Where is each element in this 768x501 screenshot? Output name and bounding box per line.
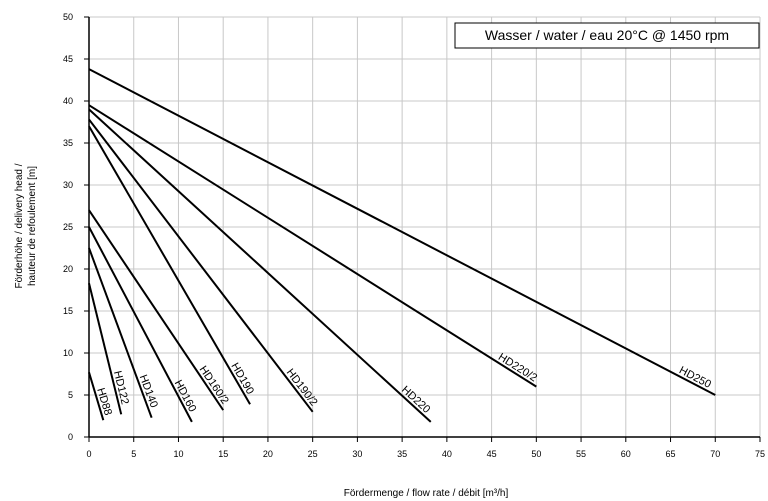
y-tick-label: 30 bbox=[63, 180, 73, 190]
x-tick-label: 65 bbox=[666, 449, 676, 459]
curve-hd122 bbox=[88, 283, 123, 415]
y-tick-label: 45 bbox=[63, 54, 73, 64]
curve-hd220 bbox=[88, 108, 432, 423]
y-tick-label: 50 bbox=[63, 12, 73, 22]
curve-hd190-2 bbox=[88, 118, 314, 413]
x-tick-label: 25 bbox=[308, 449, 318, 459]
x-tick-label: 55 bbox=[576, 449, 586, 459]
x-tick-label: 60 bbox=[621, 449, 631, 459]
x-tick-label: 5 bbox=[131, 449, 136, 459]
condition-note-text: Wasser / water / eau 20°C @ 1450 rpm bbox=[485, 27, 729, 43]
x-tick-label: 30 bbox=[352, 449, 362, 459]
y-axis-title-line-1: Förderhöhe / delivery head / bbox=[14, 163, 25, 288]
curve-label: HD220/2 bbox=[496, 351, 539, 384]
x-tick-label: 70 bbox=[710, 449, 720, 459]
curve-label: HD140 bbox=[137, 373, 160, 409]
curve-label: HD220 bbox=[399, 384, 432, 416]
curve-hd160-2 bbox=[88, 209, 225, 411]
curve-hd220-2 bbox=[88, 104, 537, 388]
y-tick-label: 15 bbox=[63, 306, 73, 316]
curve-hd160 bbox=[88, 226, 193, 423]
x-tick-label: 35 bbox=[397, 449, 407, 459]
grid bbox=[89, 16, 761, 437]
curve-label: HD190/2 bbox=[284, 367, 320, 409]
y-tick-label: 10 bbox=[63, 348, 73, 358]
curve-hd140 bbox=[88, 247, 153, 419]
x-tick-label: 50 bbox=[531, 449, 541, 459]
x-axis-title: Fördermenge / flow rate / débit [m³/h] bbox=[344, 488, 509, 499]
y-tick-label: 5 bbox=[68, 390, 73, 400]
x-tick-label: 20 bbox=[263, 449, 273, 459]
axes bbox=[84, 16, 761, 442]
y-axis-title-line-2: hauteur de refoulement [m] bbox=[27, 166, 38, 286]
curve-hd190 bbox=[88, 125, 251, 405]
x-tick-label: 15 bbox=[218, 449, 228, 459]
y-tick-label: 20 bbox=[63, 264, 73, 274]
y-tick-label: 25 bbox=[63, 222, 73, 232]
y-tick-labels: 0 5 10 15 20 25 30 35 40 45 50 bbox=[63, 12, 73, 442]
curve-hd250 bbox=[88, 68, 716, 396]
condition-note: Wasser / water / eau 20°C @ 1450 rpm bbox=[454, 22, 760, 49]
curve-label: HD160 bbox=[172, 378, 199, 414]
x-tick-label: 40 bbox=[442, 449, 452, 459]
x-tick-label: 45 bbox=[487, 449, 497, 459]
x-tick-label: 0 bbox=[86, 449, 91, 459]
x-tick-label: 10 bbox=[173, 449, 183, 459]
y-tick-label: 0 bbox=[68, 432, 73, 442]
x-tick-label: 75 bbox=[755, 449, 765, 459]
y-tick-label: 35 bbox=[63, 138, 73, 148]
curve-label: HD250 bbox=[677, 364, 713, 390]
x-tick-labels: 0 5 10 15 20 25 30 35 40 45 50 55 60 65 70 75 bbox=[86, 449, 765, 459]
curve-hd88 bbox=[88, 372, 105, 421]
y-tick-label: 40 bbox=[63, 96, 73, 106]
condition-note-box bbox=[454, 22, 760, 49]
pump-curves bbox=[88, 68, 716, 423]
curve-label: HD160/2 bbox=[197, 364, 231, 407]
